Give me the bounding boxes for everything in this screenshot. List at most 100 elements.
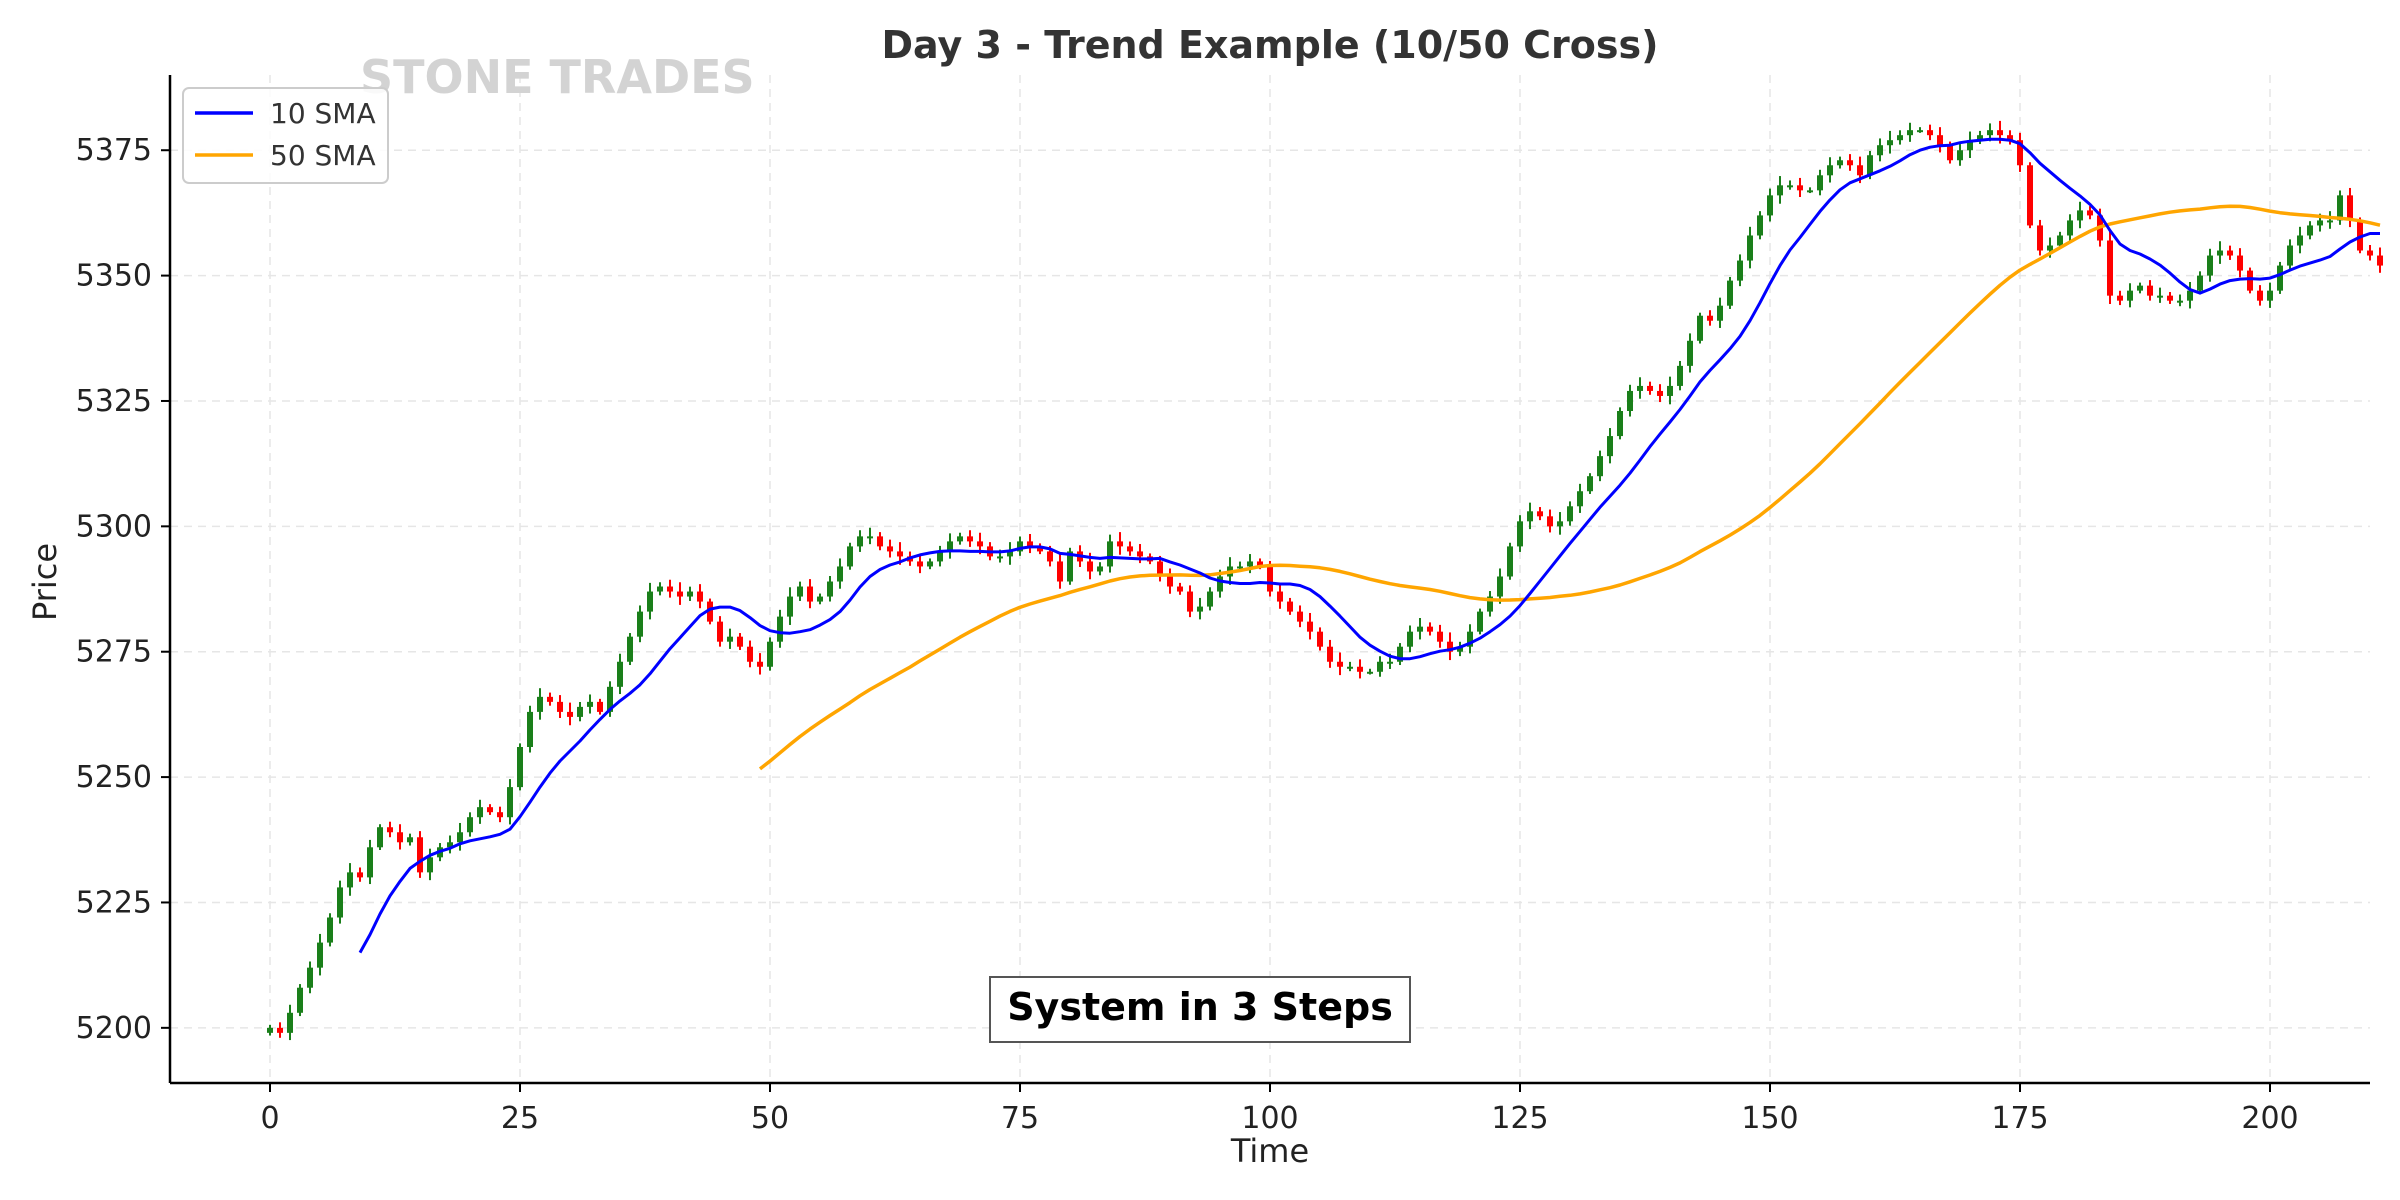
candle-body bbox=[1977, 135, 1983, 141]
x-tick-label: 100 bbox=[1241, 1101, 1298, 1136]
candle-body bbox=[1547, 516, 1553, 527]
candle-body bbox=[2017, 140, 2023, 166]
x-tick-label: 50 bbox=[751, 1101, 789, 1136]
candle-body bbox=[1747, 235, 1753, 261]
candle-body bbox=[887, 546, 893, 552]
candle-body bbox=[1117, 541, 1123, 547]
candle-body bbox=[1167, 576, 1173, 587]
x-ticks: 0 25 50 75 100 125 150 175 200 bbox=[260, 1083, 2299, 1136]
candle-body bbox=[1057, 561, 1063, 582]
candle-body bbox=[747, 646, 753, 662]
candle-body bbox=[677, 591, 683, 597]
candle-body bbox=[1217, 576, 1223, 592]
candle-body bbox=[2167, 295, 2173, 301]
candle-body bbox=[1507, 546, 1513, 577]
candle-body bbox=[1907, 130, 1913, 136]
candle-body bbox=[307, 967, 313, 988]
candle-body bbox=[287, 1012, 293, 1033]
candle-body bbox=[2087, 210, 2093, 216]
x-tick-label: 175 bbox=[1991, 1101, 2048, 1136]
annotation-label: System in 3 Steps bbox=[1007, 985, 1393, 1029]
candle-body bbox=[1437, 631, 1443, 642]
candle-body bbox=[1567, 506, 1573, 522]
candle-body bbox=[687, 591, 693, 597]
candle-body bbox=[2037, 225, 2043, 251]
candle-body bbox=[657, 586, 663, 592]
candle-body bbox=[297, 987, 303, 1013]
y-tick-label: 5225 bbox=[76, 885, 152, 920]
candle-body bbox=[2157, 295, 2163, 298]
candle-body bbox=[2237, 255, 2243, 271]
candle-body bbox=[1767, 195, 1773, 216]
candle-body bbox=[617, 661, 623, 687]
candle-body bbox=[2247, 270, 2253, 291]
candle-body bbox=[1947, 145, 1953, 161]
candle-body bbox=[1017, 541, 1023, 552]
candle-body bbox=[2287, 245, 2293, 266]
candle-body bbox=[1047, 551, 1053, 562]
candle-body bbox=[2297, 235, 2303, 246]
candle-body bbox=[2137, 285, 2143, 291]
candle-body bbox=[787, 596, 793, 617]
candle-body bbox=[1207, 591, 1213, 607]
candle-body bbox=[1407, 631, 1413, 647]
candle-body bbox=[1237, 566, 1243, 569]
candle-body bbox=[1657, 390, 1663, 396]
candle-body bbox=[427, 857, 433, 873]
candle-body bbox=[1307, 621, 1313, 632]
candle-body bbox=[2347, 195, 2353, 221]
y-tick-label: 5325 bbox=[76, 384, 152, 419]
candle-body bbox=[1417, 626, 1423, 632]
candle-body bbox=[497, 812, 503, 818]
candle-body bbox=[637, 611, 643, 637]
candle-body bbox=[1177, 586, 1183, 592]
x-tick-label: 75 bbox=[1001, 1101, 1039, 1136]
y-ticks: 5200 5225 5250 5275 5300 5325 5350 5375 bbox=[76, 133, 170, 1046]
candle-body bbox=[717, 621, 723, 642]
candle-body bbox=[827, 581, 833, 597]
candle-body bbox=[1197, 606, 1203, 612]
candle-body bbox=[1617, 411, 1623, 437]
candle-body bbox=[1817, 175, 1823, 191]
candle-body bbox=[567, 711, 573, 717]
candle-body bbox=[1267, 566, 1273, 592]
annotation-frame bbox=[989, 976, 1411, 1043]
candle-body bbox=[507, 787, 513, 818]
chart-title: Day 3 - Trend Example (10/50 Cross) bbox=[882, 23, 1659, 67]
candle-body bbox=[2317, 220, 2323, 226]
candle-body bbox=[1847, 160, 1853, 166]
candle-body bbox=[947, 541, 953, 552]
candle-body bbox=[317, 942, 323, 968]
y-tick-label: 5200 bbox=[76, 1011, 152, 1046]
candle-body bbox=[477, 807, 483, 818]
candle-body bbox=[1967, 140, 1973, 151]
candle-body bbox=[597, 701, 603, 712]
candle-body bbox=[1827, 165, 1833, 176]
candle-body bbox=[1587, 476, 1593, 492]
candle-body bbox=[847, 546, 853, 567]
candle-body bbox=[1327, 646, 1333, 662]
candle-body bbox=[1467, 631, 1473, 647]
candle-body bbox=[1517, 521, 1523, 547]
candle-body bbox=[1337, 661, 1343, 667]
candle-body bbox=[977, 541, 983, 547]
candle-body bbox=[1777, 185, 1783, 196]
candle-body bbox=[397, 832, 403, 843]
candle-body bbox=[1707, 315, 1713, 321]
candle-body bbox=[2257, 290, 2263, 301]
candle-body bbox=[1997, 130, 2003, 136]
candle-body bbox=[1107, 541, 1113, 567]
candle-body bbox=[2187, 290, 2193, 301]
candle-body bbox=[1647, 385, 1653, 391]
candle-body bbox=[1287, 601, 1293, 612]
candle-body bbox=[1397, 646, 1403, 662]
x-tick-label: 150 bbox=[1741, 1101, 1798, 1136]
candle-body bbox=[2227, 250, 2233, 256]
candle-body bbox=[1247, 561, 1253, 567]
candle-body bbox=[1887, 140, 1893, 146]
candle-body bbox=[2207, 255, 2213, 276]
candle-body bbox=[997, 556, 1003, 559]
candlesticks bbox=[267, 120, 2383, 1041]
candle-body bbox=[1387, 661, 1393, 664]
x-axis-title: Time bbox=[1230, 1132, 1309, 1170]
